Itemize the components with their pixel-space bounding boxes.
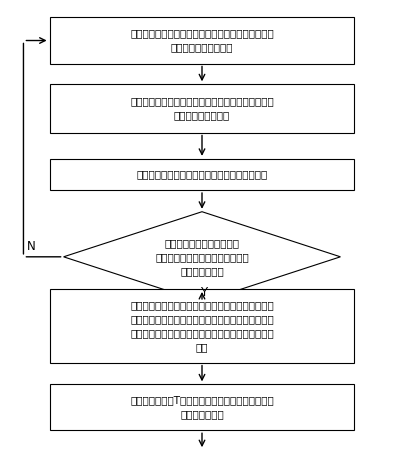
Text: 单片机通过控制电压最大三元锂电池单体对应的第一
接触器和第二接触器使电压值最大的三元锂电池单体
与所述放电电阻的并联，对所述三元锂电池单体进行
放电: 单片机通过控制电压最大三元锂电池单体对应的第一 接触器和第二接触器使电压值最大的… xyxy=(130,300,274,352)
FancyBboxPatch shape xyxy=(50,384,354,430)
FancyBboxPatch shape xyxy=(50,159,354,190)
Text: N: N xyxy=(27,240,36,253)
Text: 等待设定的时间T，单片机控制器通过控制端子断开
所有接触器开关: 等待设定的时间T，单片机控制器通过控制端子断开 所有接触器开关 xyxy=(130,395,274,419)
Text: 单片机控制器与三元锂电池电压检测模块通信，获得
每个三元锂电池的电压: 单片机控制器与三元锂电池电压检测模块通信，获得 每个三元锂电池的电压 xyxy=(130,29,274,52)
Text: Y: Y xyxy=(200,286,208,299)
Polygon shape xyxy=(63,212,341,302)
Text: 单片机控制器求出所有三元锂电池电压的平均值: 单片机控制器求出所有三元锂电池电压的平均值 xyxy=(137,169,267,180)
Text: 单片机控制器根据获得的三元锂电池电压，找出电压
值最大的三元锂电池: 单片机控制器根据获得的三元锂电池电压，找出电压 值最大的三元锂电池 xyxy=(130,96,274,120)
FancyBboxPatch shape xyxy=(50,289,354,363)
Text: 电压值最大的三元锂电池电
压与所有三元锂电池平均电压偏差
大于一设定阈值: 电压值最大的三元锂电池电 压与所有三元锂电池平均电压偏差 大于一设定阈值 xyxy=(155,238,249,276)
FancyBboxPatch shape xyxy=(50,18,354,63)
FancyBboxPatch shape xyxy=(50,84,354,132)
